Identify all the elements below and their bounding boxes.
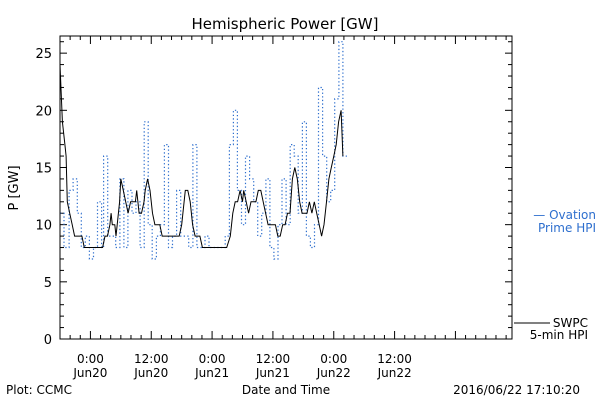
legend-swpc-line2: 5-min HPI [530, 328, 588, 342]
x-tick-label-time: 12:00 [256, 352, 291, 366]
footer-timestamp: 2016/06/22 17:10:20 [453, 383, 580, 397]
x-tick-label-time: 0:00 [199, 352, 226, 366]
x-tick-label-date: Jun21 [194, 366, 229, 380]
x-tick-label-time: 12:00 [377, 352, 412, 366]
footer-plot-credit: Plot: CCMC [6, 383, 72, 397]
plot-frame [59, 35, 513, 340]
series-layer [59, 41, 347, 260]
y-tick-label: 25 [35, 47, 52, 62]
y-tick-label: 15 [35, 161, 52, 176]
x-tick-label-date: Jun22 [377, 366, 412, 380]
ovation-series-line [60, 41, 347, 260]
x-tick-label-time: 0:00 [77, 352, 104, 366]
legend-ovation-line2: Prime HPI [538, 221, 596, 235]
chart-title: Hemispheric Power [GW] [192, 15, 379, 33]
tick-layer: 05101520250:00Jun2012:00Jun200:00Jun2112… [35, 36, 512, 380]
x-tick-label-time: 12:00 [134, 352, 169, 366]
y-tick-label: 5 [44, 276, 52, 291]
x-tick-label-time: 0:00 [320, 352, 347, 366]
x-tick-label-date: Jun20 [72, 366, 107, 380]
legend-swpc: SWPC 5-min HPI [514, 316, 588, 342]
x-tick-label-date: Jun21 [255, 366, 290, 380]
y-tick-label: 10 [35, 219, 52, 234]
x-axis-label: Date and Time [242, 383, 330, 397]
legend-swpc-line1: SWPC [553, 316, 588, 330]
y-tick-label: 20 [35, 104, 52, 119]
swpc-series-line [59, 64, 344, 248]
y-tick-label: 0 [44, 333, 52, 348]
y-axis-label: P [GW] [7, 165, 22, 210]
legend-ovation: — Ovation Prime HPI [533, 208, 596, 235]
x-tick-label-date: Jun22 [316, 366, 351, 380]
x-tick-label-date: Jun20 [133, 366, 168, 380]
legend-ovation-line1: — Ovation [533, 208, 596, 222]
